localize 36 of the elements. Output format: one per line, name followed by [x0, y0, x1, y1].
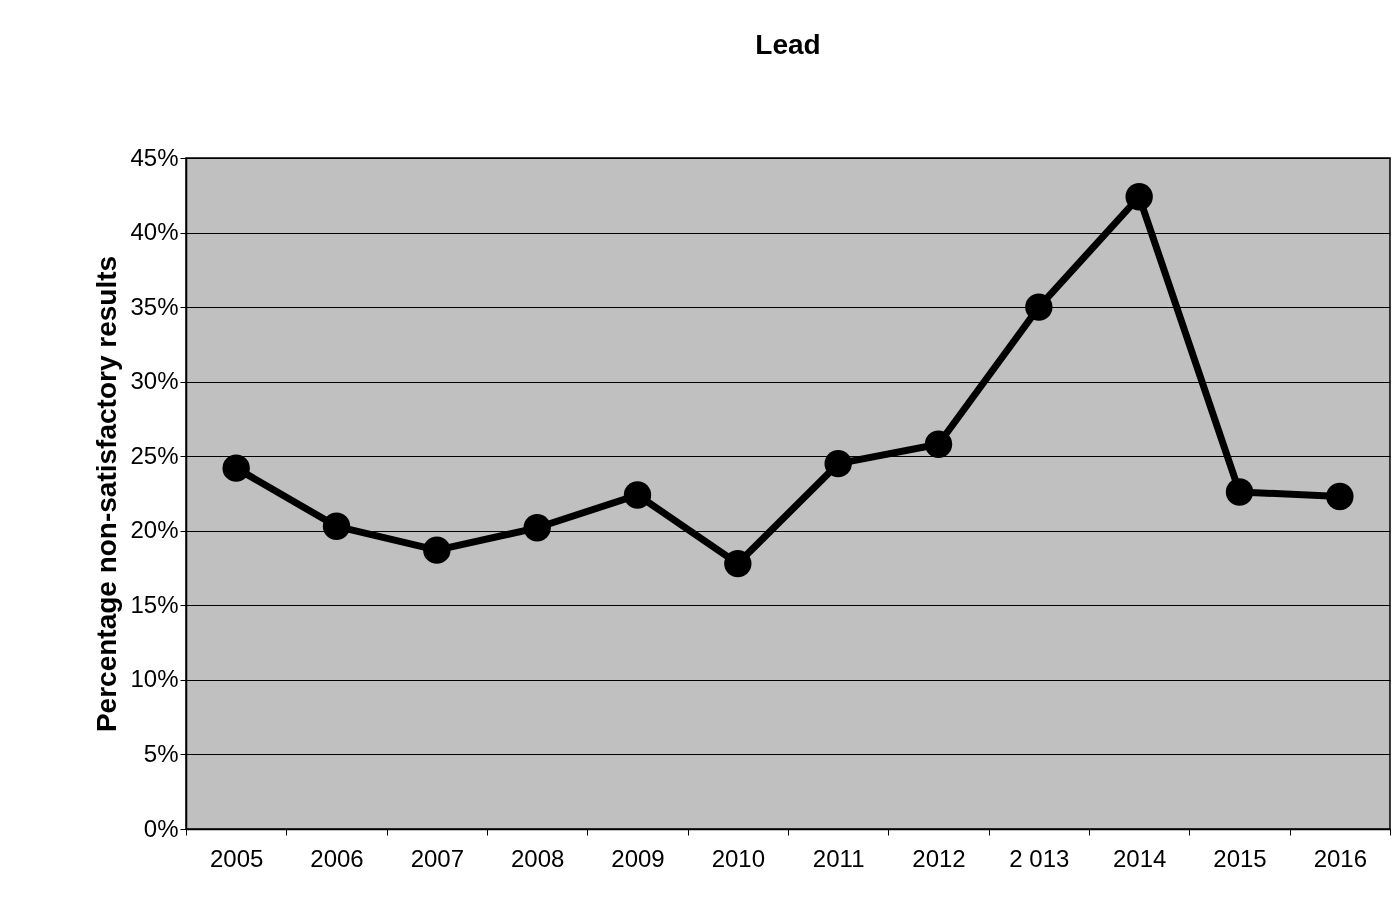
- x-tick-label: 2012: [912, 844, 966, 872]
- point: [1326, 482, 1354, 511]
- x-tick-label: 2007: [410, 844, 465, 872]
- y-tick-label: 25%: [130, 441, 179, 469]
- x-tick-label: 2014: [1112, 844, 1167, 872]
- point: [824, 450, 852, 478]
- y-tick-label: 40%: [130, 218, 179, 246]
- point: [924, 430, 953, 458]
- point: [423, 536, 451, 564]
- y-tick-label: 35%: [130, 292, 179, 320]
- point: [523, 514, 551, 542]
- point: [322, 512, 351, 540]
- y-tick-label: 5%: [143, 739, 179, 767]
- point: [1125, 183, 1153, 211]
- y-tick-label: 0%: [143, 814, 179, 842]
- x-tick-label: 2008: [510, 844, 565, 872]
- x-tick-label: 2005: [209, 844, 264, 872]
- point: [222, 454, 250, 482]
- point: [724, 549, 752, 578]
- y-tick-label: 45%: [130, 143, 179, 171]
- chart-title: Lead: [755, 29, 821, 60]
- point: [623, 481, 652, 509]
- x-tick-label: 2009: [611, 844, 665, 872]
- y-axis-title: Percentage non-satisfactory results: [91, 255, 123, 733]
- y-tick-label: 30%: [130, 367, 179, 395]
- x-tick-label: 2006: [310, 844, 364, 872]
- x-tick-label: 2016: [1313, 844, 1368, 872]
- y-tick-label: 10%: [130, 665, 179, 693]
- y-tick-label: 20%: [130, 516, 179, 544]
- x-tick-label: 2010: [711, 844, 766, 872]
- y-tick-label: 15%: [130, 590, 179, 618]
- point: [1225, 478, 1254, 506]
- x-tick-label: 2 013: [1009, 844, 1070, 872]
- point: [1025, 293, 1053, 321]
- x-tick-label: 2015: [1213, 844, 1267, 872]
- x-tick-label: 2011: [812, 844, 865, 872]
